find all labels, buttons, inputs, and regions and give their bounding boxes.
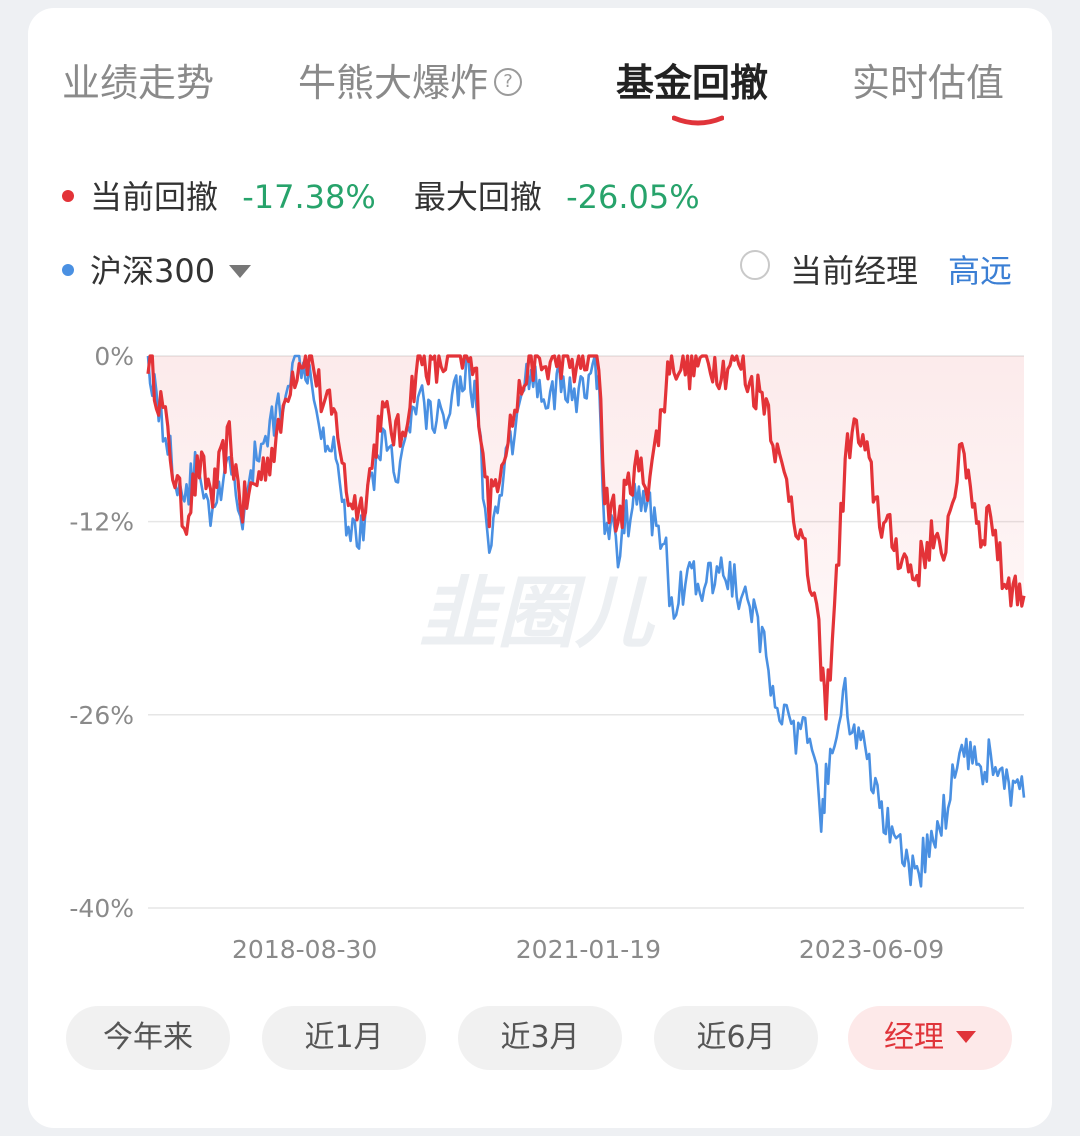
- range-button-3m[interactable]: 近3月: [458, 1006, 622, 1070]
- manager-name-link[interactable]: 高远: [948, 252, 1013, 290]
- range-button-1m[interactable]: 近1月: [262, 1006, 426, 1070]
- drawdown-summary: 当前回撤 -17.38% 最大回撤 -26.05%: [62, 172, 700, 218]
- benchmark-label: 沪深300: [90, 252, 216, 290]
- range-button-6m[interactable]: 近6月: [654, 1006, 818, 1070]
- fund-legend-dot: [62, 190, 74, 202]
- current-manager-label: 当前经理: [790, 252, 919, 290]
- y-tick-label: 0%: [94, 342, 134, 371]
- chart-watermark: 韭圈儿: [419, 569, 656, 657]
- index-drawdown-line: [146, 354, 1026, 888]
- tab-performance[interactable]: 业绩走势: [62, 61, 215, 105]
- benchmark-legend-dot: [62, 264, 74, 276]
- active-tab-indicator: [672, 115, 724, 126]
- tab-realtime-valuation[interactable]: 实时估值: [852, 61, 1005, 105]
- y-tick-label: -40%: [69, 894, 134, 923]
- max-drawdown-value: -26.05%: [566, 178, 700, 216]
- caret-down-icon: [956, 1030, 976, 1043]
- current-drawdown-label: 当前回撤: [90, 178, 219, 216]
- fund-drawdown-area: [148, 356, 1024, 719]
- range-button-manager[interactable]: 经理: [848, 1006, 1012, 1070]
- x-tick-label: 2021-01-19: [516, 935, 661, 964]
- tab-bull-bear[interactable]: 牛熊大爆炸?: [298, 52, 523, 107]
- current-manager-radio[interactable]: [740, 250, 770, 280]
- tab-drawdown[interactable]: 基金回撤: [616, 61, 769, 105]
- drawdown-chart: 韭圈儿 0% -12% -26% -40% 2018-08-30 2021-01-19 2…: [69, 342, 1026, 964]
- fund-drawdown-line: [146, 354, 1026, 721]
- dropdown-caret-icon: [229, 264, 252, 278]
- y-tick-label: -12%: [69, 508, 134, 537]
- max-drawdown-label: 最大回撤: [413, 178, 542, 216]
- x-tick-label: 2023-06-09: [799, 935, 944, 964]
- range-button-ytd[interactable]: 今年来: [66, 1006, 230, 1070]
- benchmark-selector[interactable]: 沪深300: [62, 246, 252, 292]
- x-tick-label: 2018-08-30: [232, 935, 377, 964]
- current-drawdown-value: -17.38%: [242, 178, 376, 216]
- y-tick-label: -26%: [69, 701, 134, 730]
- drawdown-card: [28, 8, 1052, 1128]
- help-icon[interactable]: ?: [494, 67, 523, 96]
